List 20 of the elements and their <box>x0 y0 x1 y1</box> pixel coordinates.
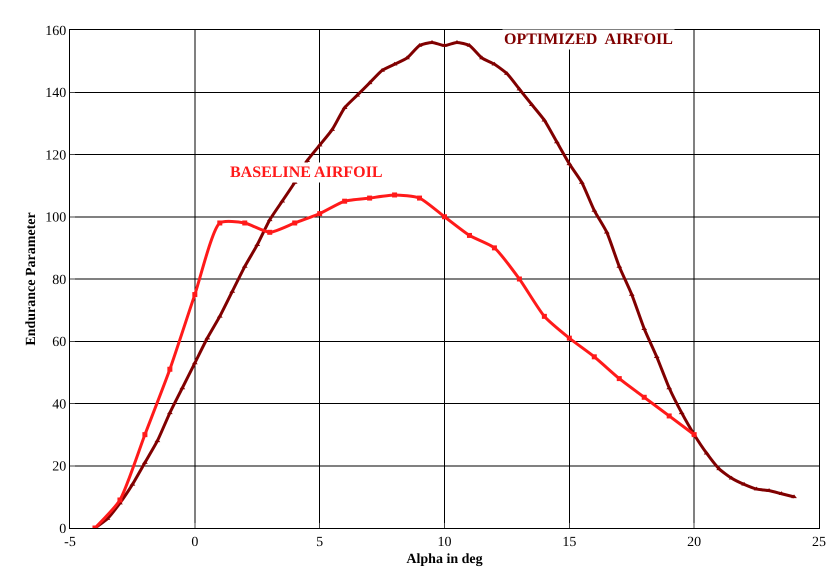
y-tick-label: 40 <box>52 397 66 412</box>
y-tick-label: 80 <box>52 272 66 288</box>
y-tick-label: 0 <box>59 522 66 537</box>
x-tick-label: 15 <box>562 534 576 550</box>
y-tick-label: 20 <box>52 460 66 475</box>
x-tick-label: 5 <box>316 534 324 550</box>
x-tick-label: 0 <box>191 534 198 550</box>
y-tick-label: 100 <box>45 210 66 226</box>
series-label: BASELINE AIRFOIL <box>230 164 382 181</box>
y-tick-label: 160 <box>45 24 66 39</box>
y-tick-label: 60 <box>52 335 66 350</box>
x-axis-title: Alpha in deg <box>406 552 483 568</box>
y-axis-title: Endurance Parameter <box>24 212 39 346</box>
x-tick-label: 10 <box>438 534 452 550</box>
x-tick-label: 25 <box>812 534 826 550</box>
y-tick-label: 120 <box>45 148 66 164</box>
x-tick-label: 20 <box>687 534 702 550</box>
series-label: OPTIMIZED AIRFOIL <box>504 31 673 48</box>
y-tick-label: 140 <box>45 86 66 102</box>
x-tick-label: -5 <box>64 534 76 550</box>
